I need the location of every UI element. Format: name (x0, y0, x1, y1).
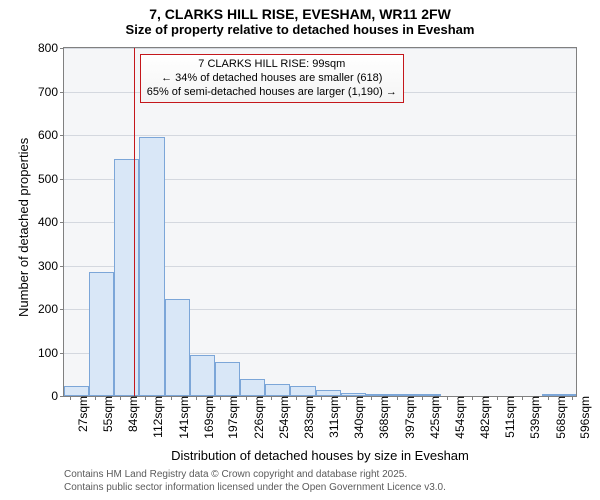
histogram-bar (190, 355, 215, 396)
y-tick-mark (60, 222, 64, 223)
x-tick-mark (548, 396, 549, 400)
y-axis-label: Number of detached properties (16, 138, 31, 317)
x-tick-label: 84sqm (124, 396, 140, 432)
histogram-bar (114, 159, 139, 396)
x-tick-mark (246, 396, 247, 400)
footer-attribution: Contains HM Land Registry data © Crown c… (64, 468, 446, 494)
histogram-bar (165, 299, 190, 396)
x-tick-label: 311sqm (325, 396, 341, 438)
chart-title-main: 7, CLARKS HILL RISE, EVESHAM, WR11 2FW (0, 0, 600, 22)
property-marker-line (134, 48, 136, 396)
y-tick-mark (60, 266, 64, 267)
footer-line-2: Contains public sector information licen… (64, 481, 446, 494)
x-tick-mark (346, 396, 347, 400)
x-tick-mark (572, 396, 573, 400)
histogram-bar (64, 386, 89, 396)
x-tick-mark (321, 396, 322, 400)
x-tick-mark (95, 396, 96, 400)
y-tick-mark (60, 48, 64, 49)
x-tick-label: 169sqm (200, 396, 216, 439)
x-tick-label: 226sqm (250, 396, 266, 439)
x-tick-mark (120, 396, 121, 400)
x-tick-mark (371, 396, 372, 400)
x-tick-label: 283sqm (300, 396, 316, 439)
histogram-bar (290, 386, 315, 396)
x-tick-label: 197sqm (224, 396, 240, 439)
histogram-bar (240, 379, 265, 396)
y-tick-mark (60, 92, 64, 93)
x-tick-mark (447, 396, 448, 400)
y-tick-mark (60, 135, 64, 136)
x-tick-label: 539sqm (526, 396, 542, 439)
x-tick-label: 397sqm (401, 396, 417, 439)
footer-line-1: Contains HM Land Registry data © Crown c… (64, 468, 446, 481)
x-tick-mark (145, 396, 146, 400)
x-tick-mark (70, 396, 71, 400)
x-tick-mark (171, 396, 172, 400)
property-size-histogram: 7, CLARKS HILL RISE, EVESHAM, WR11 2FW S… (0, 0, 600, 500)
x-tick-mark (271, 396, 272, 400)
x-tick-label: 568sqm (552, 396, 568, 439)
y-tick-mark (60, 179, 64, 180)
chart-title-sub: Size of property relative to detached ho… (0, 22, 600, 41)
x-tick-label: 425sqm (426, 396, 442, 439)
x-tick-label: 254sqm (275, 396, 291, 439)
x-tick-mark (497, 396, 498, 400)
x-tick-label: 482sqm (476, 396, 492, 439)
y-tick-mark (60, 396, 64, 397)
x-tick-mark (397, 396, 398, 400)
x-tick-mark (296, 396, 297, 400)
x-tick-label: 511sqm (501, 396, 517, 438)
x-tick-label: 596sqm (576, 396, 592, 439)
histogram-bar (89, 272, 114, 396)
x-tick-mark (196, 396, 197, 400)
x-tick-label: 454sqm (451, 396, 467, 439)
x-tick-label: 141sqm (175, 396, 191, 439)
gridline (64, 135, 576, 136)
x-axis-label: Distribution of detached houses by size … (64, 448, 576, 463)
gridline (64, 48, 576, 49)
histogram-bar (215, 362, 240, 396)
histogram-bar (265, 384, 290, 396)
x-tick-mark (522, 396, 523, 400)
x-tick-label: 55sqm (99, 396, 115, 432)
x-tick-mark (472, 396, 473, 400)
y-tick-mark (60, 309, 64, 310)
info-box: 7 CLARKS HILL RISE: 99sqm ← 34% of detac… (140, 54, 404, 103)
x-tick-label: 340sqm (350, 396, 366, 439)
info-line-1: 7 CLARKS HILL RISE: 99sqm (147, 58, 397, 72)
x-tick-label: 27sqm (74, 396, 90, 432)
histogram-bar (139, 137, 164, 396)
x-tick-mark (220, 396, 221, 400)
info-line-2: ← 34% of detached houses are smaller (61… (147, 72, 397, 86)
x-tick-label: 368sqm (375, 396, 391, 439)
x-tick-mark (422, 396, 423, 400)
x-tick-label: 112sqm (149, 396, 165, 438)
info-line-3: 65% of semi-detached houses are larger (… (147, 86, 397, 100)
y-tick-mark (60, 353, 64, 354)
plot-area: 7 CLARKS HILL RISE: 99sqm ← 34% of detac… (64, 48, 576, 396)
